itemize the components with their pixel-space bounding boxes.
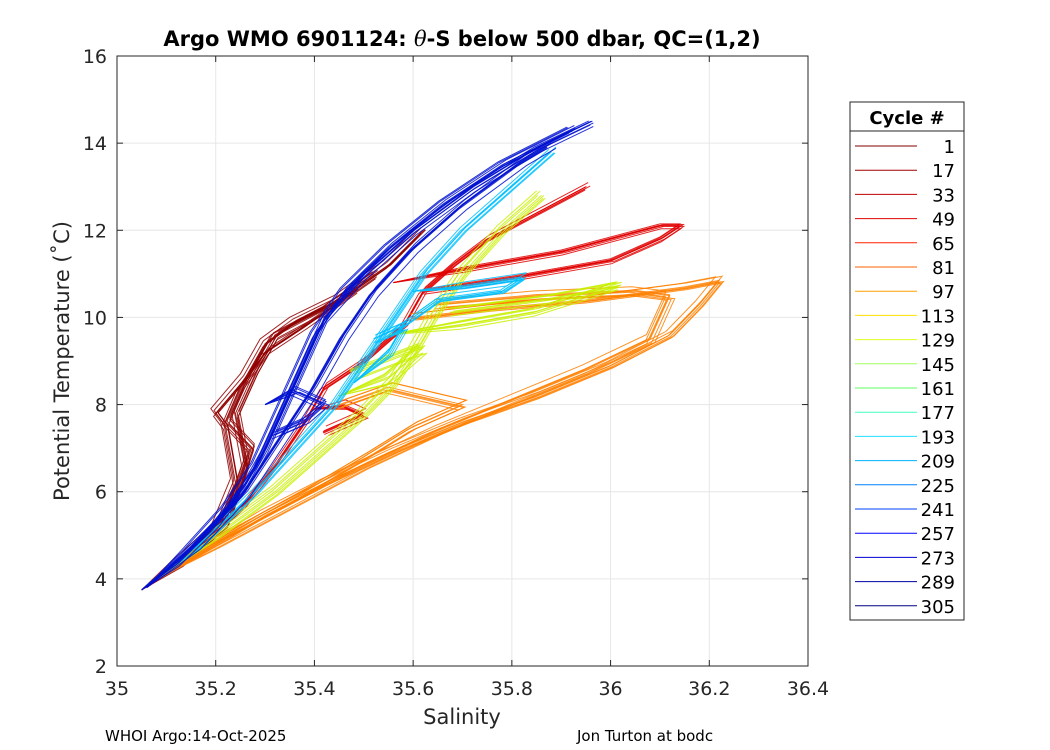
series-line [146,152,555,586]
series-group-5 [141,120,594,591]
series-line [156,197,544,580]
x-tick-label: 35.6 [392,678,434,700]
series-line [156,293,676,580]
y-axis: 2 4 6 8 10 12 14 16 [83,46,808,678]
series-line [338,345,420,397]
legend-entry-label: 1 [944,137,955,158]
series-line [353,320,408,384]
legend-entry-label: 161 [921,379,955,400]
x-tick-label: 35.8 [491,678,533,700]
y-tick-label: 10 [83,307,107,329]
series-line [338,344,419,397]
series-line [146,149,550,586]
series-line [353,328,405,384]
series-line [338,342,420,397]
series-line [388,281,618,336]
legend-entry-label: 49 [932,210,955,231]
series-line [338,352,428,397]
series-layer [141,120,725,591]
footer-right: Jon Turton at bodc [576,727,713,745]
legend-entry-label: 305 [921,597,955,618]
legend-entry-label: 289 [921,573,955,594]
legend-entry-label: 257 [921,524,955,545]
series-line [393,223,682,290]
plot-area [117,56,808,666]
series-line [264,391,331,437]
series-line [388,289,619,336]
x-tick-label: 35.2 [195,678,237,700]
series-line [156,294,672,580]
series-line [146,126,568,588]
series-line [141,122,594,591]
legend-entry-label: 273 [921,548,955,569]
series-line [146,147,557,589]
legend: Cycle # 1 17 33 49 65 81 97 113 129 145 161 177 193 2… [849,101,965,621]
series-line [146,127,569,588]
series-line [314,406,365,434]
series-line [393,225,683,292]
x-axis-label: Salinity [423,705,501,729]
series-line [353,329,406,384]
legend-entry-label: 177 [921,403,955,424]
series-line [146,152,550,586]
series-line [166,389,460,575]
legend-title: Cycle # [869,108,944,129]
legend-entry-label: 129 [921,331,955,352]
x-axis: 35 35.2 35.4 35.6 35.8 36 36.2 36.4 [105,56,829,700]
series-line [338,352,424,397]
series-line [264,389,323,434]
legend-entry-label: 209 [921,452,955,473]
series-line [146,125,575,588]
series-line [166,389,466,575]
x-tick-label: 36.4 [787,678,829,700]
series-line [393,272,527,330]
x-tick-label: 35 [105,678,129,700]
series-group-4 [146,146,557,586]
y-tick-label: 16 [83,46,107,68]
series-line [156,197,546,580]
legend-entry-label: 113 [921,306,955,327]
x-tick-label: 36 [598,678,622,700]
series-line [393,224,685,291]
x-tick-label: 36.2 [688,678,730,700]
plot-frame [116,55,809,667]
legend-entry-label: 97 [932,282,955,303]
series-line [146,148,548,588]
series-line [393,225,686,293]
y-tick-label: 6 [95,482,107,504]
footer-left: WHOI Argo:14-Oct-2025 [105,727,286,745]
series-line [156,290,671,580]
legend-entry-label: 17 [932,161,955,182]
legend-entry-label: 81 [932,258,955,279]
series-line [166,382,468,575]
x-tick-label: 35.4 [293,678,335,700]
legend-entry-label: 241 [921,500,955,521]
series-line [388,286,621,336]
y-tick-label: 4 [95,569,107,591]
y-tick-label: 14 [83,133,107,155]
y-tick-label: 2 [95,656,107,678]
series-line [385,279,520,338]
y-tick-label: 12 [83,220,107,242]
legend-entry-label: 225 [921,476,955,497]
series-line [146,152,556,586]
y-axis-label: Potential Temperature (˚C) [50,221,74,501]
series-line [388,281,622,336]
legend-entry-label: 33 [932,185,955,206]
legend-entry-label: 193 [921,427,955,448]
series-group-2 [151,275,725,584]
series-line [156,195,545,580]
series-line [388,285,618,336]
legend-entry-label: 65 [932,234,955,255]
series-line [264,387,327,433]
y-tick-label: 8 [95,395,107,417]
chart-title: Argo WMO 6901124: θ-S below 500 dbar, QC… [163,27,760,51]
series-line [146,146,548,588]
legend-entry-label: 145 [921,355,955,376]
series-group-3 [156,190,622,580]
